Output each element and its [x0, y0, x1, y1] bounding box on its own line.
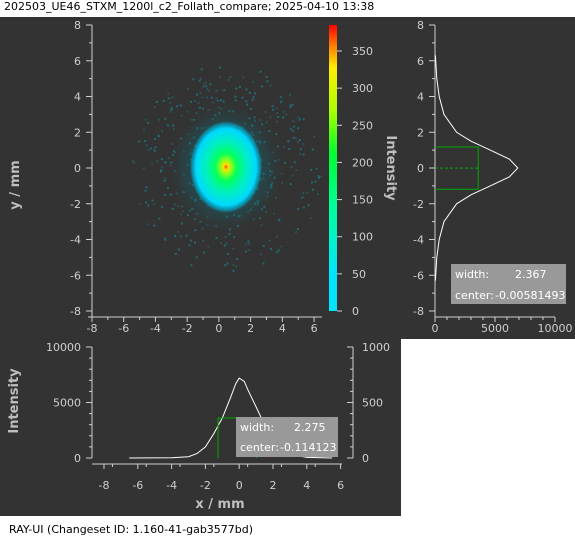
colorbar-tick-label: 200: [352, 156, 373, 169]
x-axis-label: x / mm: [195, 497, 244, 512]
y-tick-label: -4: [70, 234, 81, 247]
y-profile-tick-label: 0: [417, 162, 424, 175]
y-tick-label: 8: [74, 19, 81, 32]
y-profile-x-tick-label: 5000: [481, 322, 509, 335]
colorbar-tick-label: 300: [352, 82, 373, 95]
x-center-label: center:: [240, 441, 279, 454]
x-tick-label: -4: [150, 322, 161, 335]
window-title: 202503_UE46_STXM_1200l_c2_Follath_compar…: [4, 0, 375, 13]
colorbar-ticks: 0 50 100 150 200 250 300 350: [337, 45, 373, 318]
y-tick-label: 0: [74, 162, 81, 175]
y-profile-tick-label: -4: [413, 234, 424, 247]
x-tick-label: -6: [118, 322, 129, 335]
colorbar-tick-label: 250: [352, 119, 373, 132]
y-profile-tick-label: 2: [417, 126, 424, 139]
x-center-value: -0.114123: [280, 441, 336, 454]
x-tick-label: 4: [279, 322, 286, 335]
x-profile-tick-label: 0: [236, 479, 243, 492]
status-footer: RAY-UI (Changeset ID: 1.160-41-gab3577bd…: [9, 523, 254, 536]
y-tick-label: 6: [74, 55, 81, 68]
x-profile-tick-label: -8: [99, 479, 110, 492]
y-profile-axes: 8 6 4 2 0 -2 -4 -6 -8 0 5000 10000: [413, 19, 572, 335]
x-tick-label: 6: [311, 322, 318, 335]
y-profile-tick-label: -2: [413, 198, 424, 211]
y-tick-label: 4: [74, 91, 81, 104]
y-tick-label: -8: [70, 305, 81, 318]
heatmap-plot[interactable]: -8 -6 -4 -2 0 2 4 6 -8 -6 -4 -2 0 2 4 6 8 y / mm 0 50 100 1…: [0, 17, 401, 339]
y-profile-x-tick-label: 10000: [538, 322, 573, 335]
colorbar-tick-label: 350: [352, 45, 373, 58]
y-profile-panel: 8 6 4 2 0 -2 -4 -6 -8 0 5000 10000 width: 2.367 cen…: [401, 17, 575, 339]
right-intensity-tick-label: 1000: [362, 341, 390, 354]
heatmap-panel: -8 -6 -4 -2 0 2 4 6 -8 -6 -4 -2 0 2 4 6 8 y / mm 0 50 100 1…: [0, 17, 401, 339]
x-tick-label: -8: [87, 322, 98, 335]
y-tick-label: -2: [70, 198, 81, 211]
x-profile-stats-box: width: 2.275 center: -0.114123: [236, 417, 338, 457]
x-profile-tick-label: -6: [132, 479, 143, 492]
y-width-label: width:: [455, 268, 489, 281]
x-profile-tick-label: 4: [303, 479, 310, 492]
colorbar-tick-label: 50: [352, 268, 366, 281]
y-profile-tick-label: 4: [417, 91, 424, 104]
y-center-value: -0.00581493: [495, 289, 565, 302]
x-profile-tick-label: -2: [200, 479, 211, 492]
x-width-value: 2.275: [294, 421, 326, 434]
heatmap-axes: -8 -6 -4 -2 0 2 4 6 -8 -6 -4 -2 0 2 4 6 8: [70, 19, 322, 335]
y-profile-tick-label: -8: [413, 305, 424, 318]
x-width-label: width:: [240, 421, 274, 434]
colorbar: [329, 25, 337, 311]
x-profile-tick-label: -4: [166, 479, 177, 492]
y-profile-x-tick-label: 0: [432, 322, 439, 335]
x-tick-label: 2: [247, 322, 254, 335]
intensity-axis-label: Intensity: [7, 368, 22, 434]
y-axis-label: y / mm: [8, 160, 23, 209]
x-tick-label: 0: [215, 322, 222, 335]
y-profile-curve: [434, 55, 519, 281]
y-tick-label: 2: [74, 126, 81, 139]
intensity-tick-label: 5000: [53, 397, 81, 410]
colorbar-tick-label: 100: [352, 231, 373, 244]
right-intensity-tick-label: 500: [362, 397, 383, 410]
intensity-tick-label: 10000: [46, 341, 81, 354]
colorbar-tick-label: 150: [352, 194, 373, 207]
y-center-label: center:: [455, 289, 494, 302]
x-profile-panel: 10000 1000 5000 500 0 0 -8 -6 -4 -2 0 2 4 6 x / mm In…: [0, 339, 401, 516]
y-profile-stats-box: width: 2.367 center: -0.00581493: [451, 264, 566, 304]
y-profile-fwhm-marker: [435, 146, 479, 190]
y-tick-label: -6: [70, 269, 81, 282]
colorbar-label: Intensity: [383, 135, 398, 201]
right-intensity-tick-label: 0: [362, 452, 369, 465]
y-profile-tick-label: 6: [417, 55, 424, 68]
x-tick-label: -2: [182, 322, 193, 335]
intensity-tick-label: 0: [74, 452, 81, 465]
y-width-value: 2.367: [515, 268, 547, 281]
beam-spot: [189, 120, 263, 214]
x-profile-tick-label: 6: [337, 479, 344, 492]
y-profile-plot[interactable]: 8 6 4 2 0 -2 -4 -6 -8 0 5000 10000 width: 2.367 cen…: [401, 17, 575, 339]
y-profile-tick-label: 8: [417, 19, 424, 32]
colorbar-tick-label: 0: [352, 305, 359, 318]
y-profile-tick-label: -6: [413, 269, 424, 282]
x-profile-tick-label: 2: [270, 479, 277, 492]
